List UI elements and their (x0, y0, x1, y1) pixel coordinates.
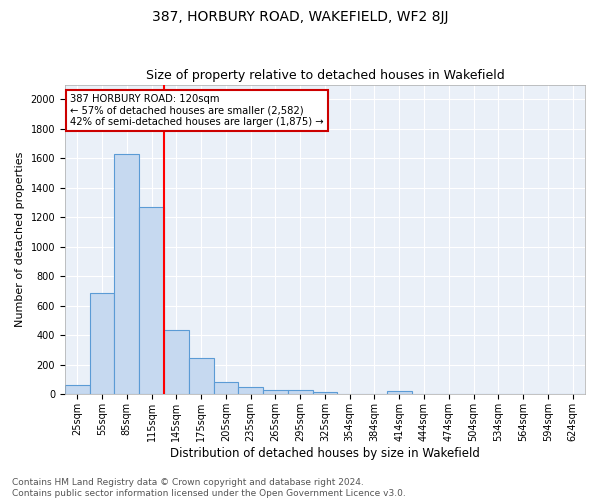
Bar (89, 292, 115, 394)
Bar (288, 390, 313, 394)
Bar (313, 392, 337, 394)
Title: Size of property relative to detached houses in Wakefield: Size of property relative to detached ho… (146, 69, 505, 82)
Y-axis label: Number of detached properties: Number of detached properties (15, 152, 25, 327)
X-axis label: Distribution of detached houses by size in Wakefield: Distribution of detached houses by size … (170, 447, 480, 460)
Bar (139, 207, 164, 394)
Bar (238, 387, 263, 394)
Bar (65, 385, 89, 394)
Text: 387 HORBURY ROAD: 120sqm
← 57% of detached houses are smaller (2,582)
42% of sem: 387 HORBURY ROAD: 120sqm ← 57% of detach… (70, 94, 324, 127)
Bar (263, 390, 288, 394)
Bar (189, 358, 214, 395)
Bar (214, 382, 238, 394)
Bar (164, 330, 189, 394)
Bar (387, 392, 412, 394)
Text: 387, HORBURY ROAD, WAKEFIELD, WF2 8JJ: 387, HORBURY ROAD, WAKEFIELD, WF2 8JJ (152, 10, 448, 24)
Bar (115, 154, 139, 394)
Text: Contains HM Land Registry data © Crown copyright and database right 2024.
Contai: Contains HM Land Registry data © Crown c… (12, 478, 406, 498)
